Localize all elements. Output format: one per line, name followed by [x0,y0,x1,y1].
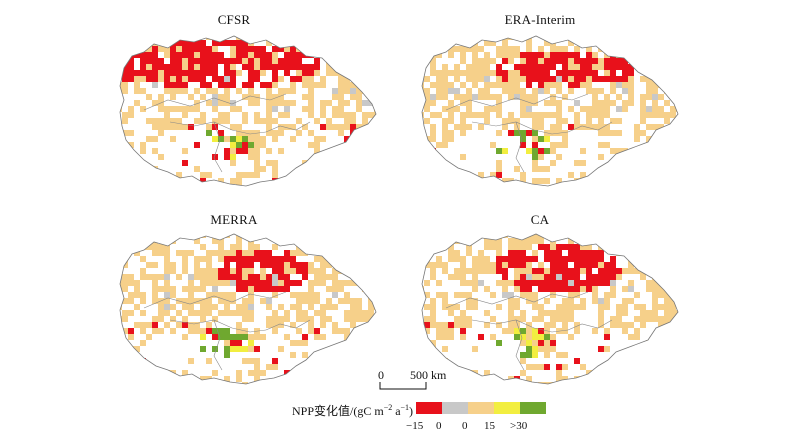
legend-title: NPP变化值/(gC m−2 a−1) [292,402,413,419]
panel-title-ca: CA [530,212,550,227]
legend-title-suffix: ) [409,404,414,418]
scale-bar-end-label: 500 km [410,368,447,382]
legend-title-mid: a [392,404,401,418]
legend-title-exponent-2: −1 [400,403,410,412]
legend-tick-5: >30 [510,420,528,432]
legend-tick-2: 0 [436,420,442,432]
panel-title-merra: MERRA [210,212,258,227]
legend-swatch-tan [468,402,494,414]
scale-bar [379,382,427,390]
panel-title-era-interim: ERA-Interim [504,12,576,27]
scale-bar-start-label: 0 [378,368,384,382]
legend-tick-4: 15 [484,420,495,432]
legend-title-prefix: NPP变化值/(gC m [292,404,384,418]
map-cfsr [119,35,377,187]
legend-swatch-red [416,402,442,414]
map-merra [119,233,377,385]
panel-title-cfsr: CFSR [217,12,251,27]
legend-tick-1: −15 [406,420,424,432]
legend-swatch-green [520,402,546,414]
map-ca [421,233,679,385]
legend-title-exponent-1: −2 [383,403,393,412]
legend-tick-3: 0 [462,420,468,432]
map-era-interim [421,35,679,187]
legend-swatch-gray [442,402,468,414]
legend-swatch-yellow [494,402,520,414]
